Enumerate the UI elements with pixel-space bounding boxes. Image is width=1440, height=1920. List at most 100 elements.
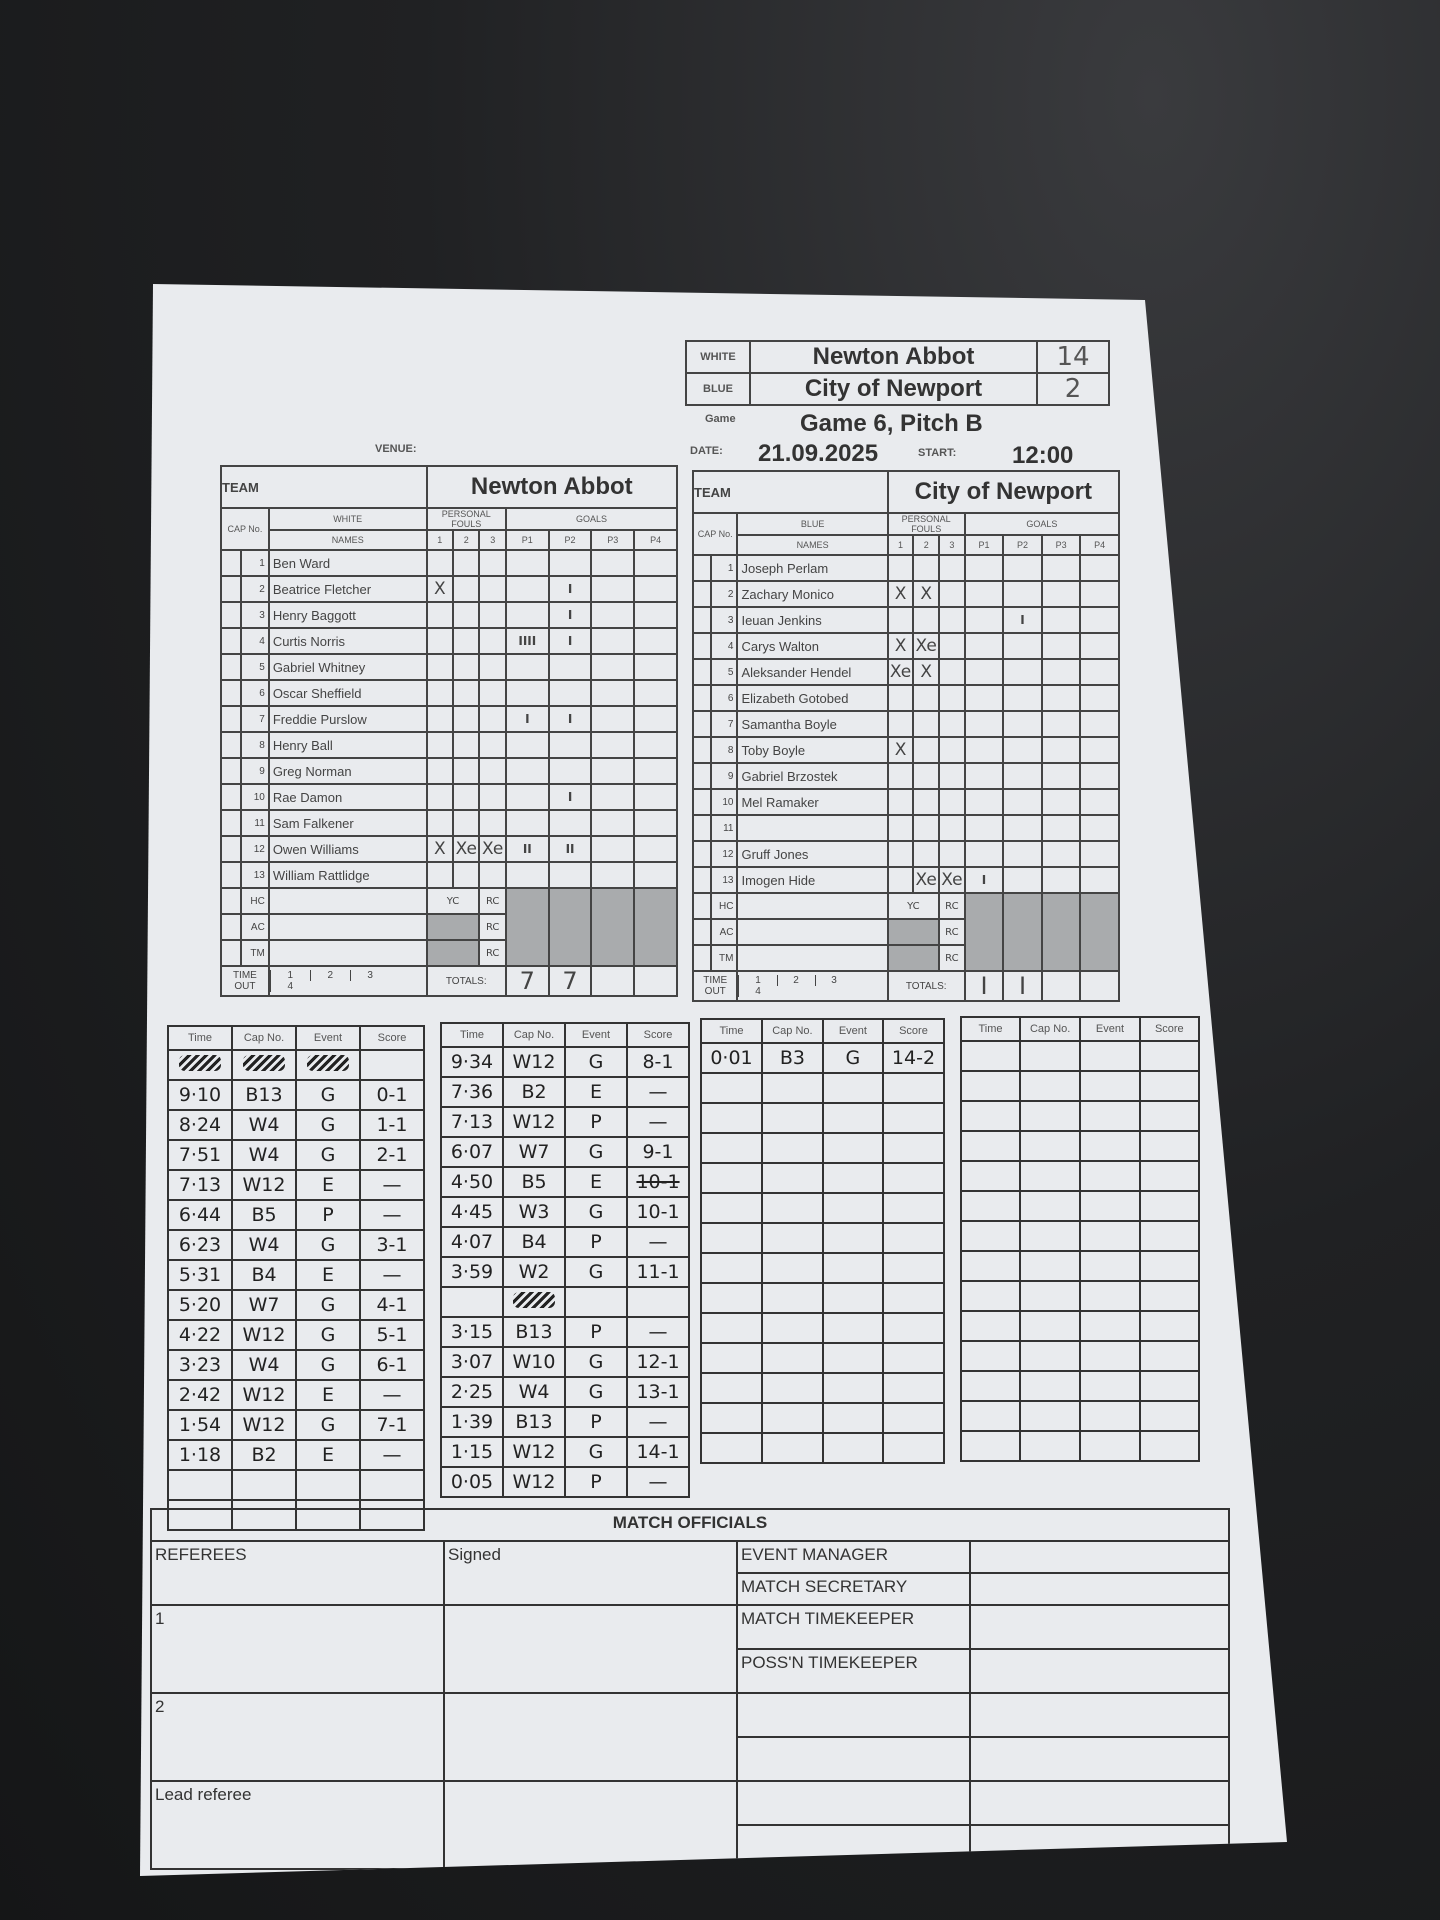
goal-tally-cell[interactable] [547, 653, 593, 681]
foul-cell[interactable] [938, 658, 966, 686]
goal-tally-cell[interactable] [590, 601, 636, 629]
log-score[interactable]: 12-1 [626, 1346, 690, 1378]
timeout-box[interactable]: 4 [269, 981, 310, 992]
log-event[interactable] [821, 1282, 884, 1314]
foul-cell[interactable] [478, 705, 507, 733]
foul-cell[interactable] [478, 731, 507, 759]
goal-tally-cell[interactable] [633, 757, 678, 785]
log-time[interactable] [700, 1342, 763, 1374]
log-score[interactable]: 1-1 [359, 1109, 425, 1141]
log-event[interactable]: G [564, 1436, 628, 1468]
log-event[interactable] [1079, 1370, 1141, 1402]
goal-tally-cell[interactable]: I [547, 601, 593, 629]
log-event[interactable] [821, 1372, 884, 1404]
goal-tally-cell[interactable] [1040, 762, 1082, 790]
log-time[interactable] [700, 1282, 763, 1314]
foul-cell[interactable] [938, 736, 966, 764]
foul-cell[interactable] [886, 684, 915, 712]
goal-tally-cell[interactable] [1002, 814, 1043, 842]
foul-cell[interactable] [452, 757, 481, 785]
log-event[interactable]: G [564, 1046, 628, 1078]
foul-cell[interactable] [886, 762, 915, 790]
log-score[interactable]: — [626, 1466, 690, 1498]
log-cap[interactable]: W4 [231, 1109, 297, 1141]
goal-tally-cell[interactable] [547, 809, 593, 837]
log-time[interactable] [700, 1432, 763, 1464]
goal-tally-cell[interactable] [963, 554, 1005, 582]
foul-cell[interactable] [452, 627, 481, 655]
log-score[interactable] [881, 1312, 946, 1344]
goal-tally-cell[interactable] [1002, 580, 1043, 608]
log-cap[interactable] [760, 1252, 824, 1284]
log-time[interactable] [440, 1286, 504, 1318]
foul-cell[interactable]: X [886, 632, 915, 660]
foul-cell[interactable] [425, 679, 455, 707]
log-time[interactable]: 0·01 [700, 1042, 763, 1074]
log-event[interactable]: G [564, 1346, 628, 1378]
log-time[interactable] [960, 1280, 1021, 1312]
log-score[interactable] [1138, 1340, 1201, 1372]
log-score[interactable]: 10-1 [626, 1196, 690, 1228]
goal-tally-cell[interactable] [547, 549, 593, 577]
goal-tally-cell[interactable] [1079, 762, 1120, 790]
goal-tally-cell[interactable] [963, 814, 1005, 842]
log-score[interactable] [881, 1402, 946, 1434]
log-score[interactable] [1138, 1370, 1201, 1402]
log-cap[interactable]: W12 [502, 1436, 566, 1468]
log-cap[interactable]: B3 [760, 1042, 824, 1074]
foul-cell[interactable] [912, 684, 941, 712]
log-event[interactable] [821, 1342, 884, 1374]
log-time[interactable] [960, 1190, 1021, 1222]
log-time[interactable]: 1·15 [440, 1436, 504, 1468]
log-cap[interactable] [760, 1132, 824, 1164]
log-time[interactable] [960, 1160, 1021, 1192]
log-cap[interactable] [1018, 1280, 1082, 1312]
log-score[interactable] [881, 1072, 946, 1104]
log-event[interactable] [564, 1286, 628, 1318]
log-cap[interactable]: W2 [502, 1256, 566, 1288]
goal-tally-cell[interactable] [1040, 736, 1082, 764]
log-cap[interactable]: W12 [231, 1319, 297, 1351]
goal-tally-cell[interactable]: I [547, 783, 593, 811]
log-score[interactable] [626, 1286, 690, 1318]
goal-tally-cell[interactable] [547, 679, 593, 707]
log-cap[interactable] [760, 1402, 824, 1434]
log-cap[interactable] [231, 1469, 297, 1501]
log-cap[interactable] [1018, 1370, 1082, 1402]
log-score[interactable]: 0-1 [359, 1079, 425, 1111]
log-time[interactable] [960, 1040, 1021, 1072]
log-event[interactable]: G [564, 1196, 628, 1228]
goal-tally-cell[interactable] [504, 809, 550, 837]
goal-tally-cell[interactable] [963, 684, 1005, 712]
foul-cell[interactable] [452, 783, 481, 811]
log-score[interactable] [881, 1102, 946, 1134]
official-name-field[interactable] [267, 939, 428, 967]
log-score[interactable] [881, 1162, 946, 1194]
goal-tally-cell[interactable] [1079, 580, 1120, 608]
foul-cell[interactable] [886, 840, 915, 868]
log-event[interactable] [821, 1192, 884, 1224]
goal-tally-cell[interactable] [1040, 866, 1082, 894]
log-event[interactable] [821, 1222, 884, 1254]
foul-cell[interactable] [452, 601, 481, 629]
match-timekeeper-field[interactable] [969, 1604, 1230, 1650]
log-time[interactable]: 1·18 [167, 1439, 233, 1471]
log-cap[interactable] [760, 1282, 824, 1314]
log-time[interactable]: 7·51 [167, 1139, 233, 1171]
log-cap[interactable] [760, 1342, 824, 1374]
log-time[interactable]: 0·05 [440, 1466, 504, 1498]
foul-cell[interactable] [938, 814, 966, 842]
goal-tally-cell[interactable]: I [547, 627, 593, 655]
log-cap[interactable]: W4 [231, 1229, 297, 1261]
log-time[interactable] [960, 1220, 1021, 1252]
goal-tally-cell[interactable] [1002, 658, 1043, 686]
log-score[interactable]: — [359, 1199, 425, 1231]
log-time[interactable]: 6·07 [440, 1136, 504, 1168]
log-score[interactable]: 9-1 [626, 1136, 690, 1168]
log-event[interactable]: G [295, 1109, 361, 1141]
log-score[interactable] [1138, 1160, 1201, 1192]
log-cap[interactable] [1018, 1310, 1082, 1342]
log-time[interactable]: 9·10 [167, 1079, 233, 1111]
log-score[interactable] [1138, 1400, 1201, 1432]
log-cap[interactable]: B13 [502, 1406, 566, 1438]
